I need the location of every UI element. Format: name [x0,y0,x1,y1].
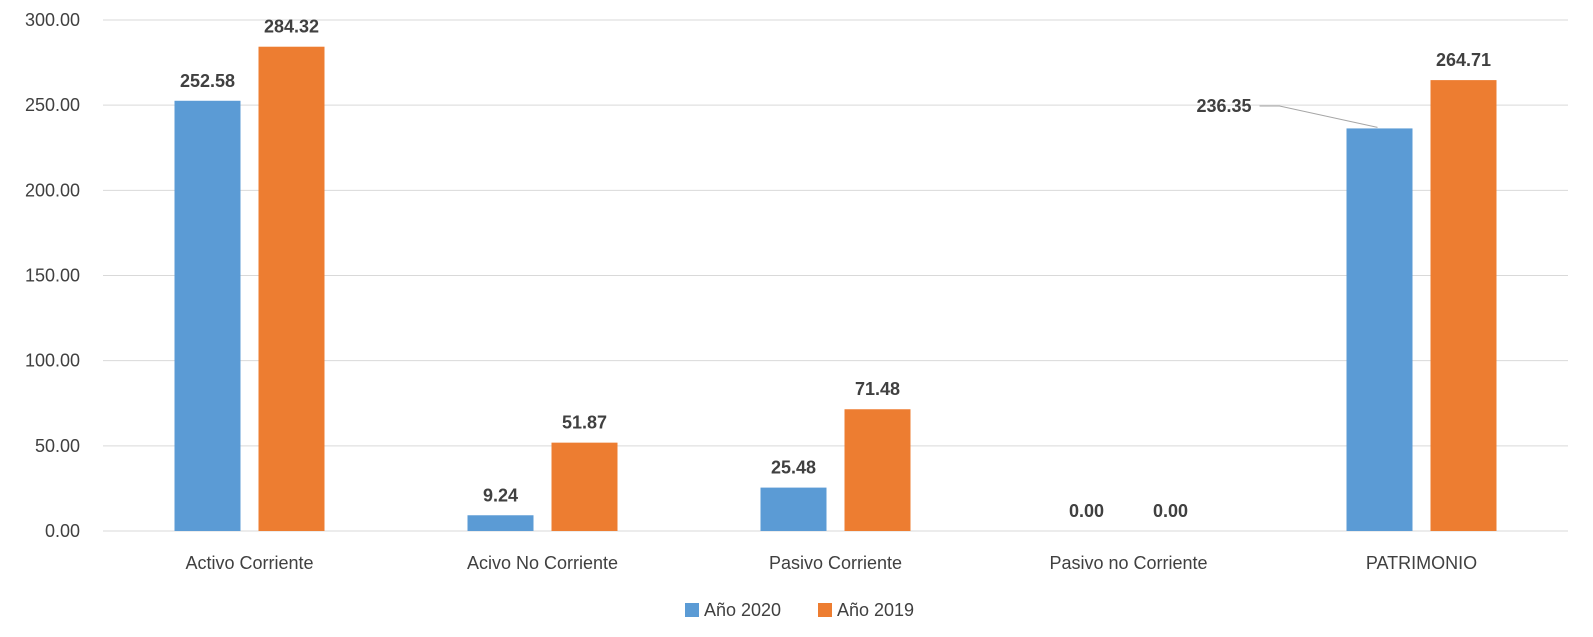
data-label: 51.87 [562,413,607,433]
category-label: Activo Corriente [185,553,313,573]
data-label: 284.32 [264,17,319,37]
bar [467,515,534,531]
category-label: Pasivo Corriente [769,553,902,573]
category-labels: Activo Corriente Acivo No Corriente Pasivo… [185,553,1477,573]
category-label: Acivo No Corriente [467,553,618,573]
gridlines [103,19,1568,532]
category-label: Pasivo no Corriente [1049,553,1207,573]
legend-swatch [818,603,832,617]
bar [551,442,618,531]
data-label: 0.00 [1069,501,1104,521]
data-label: 252.58 [180,71,235,91]
category-label: PATRIMONIO [1366,553,1477,573]
legend-label: Año 2019 [837,600,914,620]
y-tick-label: 0.00 [45,521,80,541]
bar [760,487,827,531]
y-tick-label: 50.00 [35,436,80,456]
data-labels: 252.58 284.32 9.24 51.87 25.48 71.48 0.00 0.00 2… [180,17,1491,521]
data-label: 71.48 [855,379,900,399]
y-tick-label: 150.00 [25,266,80,286]
bars [174,46,1497,532]
data-label: 9.24 [483,485,518,505]
data-label: 264.71 [1436,50,1491,70]
data-label: 0.00 [1153,501,1188,521]
bar [174,100,241,531]
y-tick-label: 250.00 [25,95,80,115]
bar [844,409,911,531]
bar [258,46,325,532]
bar [1430,80,1497,532]
y-axis-tick-labels: 0.00 50.00 100.00 150.00 200.00 250.00 300.00 [25,10,80,541]
bar [1346,128,1413,531]
data-label: 25.48 [771,458,816,478]
y-tick-label: 100.00 [25,351,80,371]
legend: Año 2020 Año 2019 [685,600,914,620]
legend-label: Año 2020 [704,600,781,620]
y-tick-label: 200.00 [25,180,80,200]
legend-swatch [685,603,699,617]
data-label: 236.35 [1196,96,1251,116]
leader-line [1259,105,1378,128]
y-tick-label: 300.00 [25,10,80,30]
